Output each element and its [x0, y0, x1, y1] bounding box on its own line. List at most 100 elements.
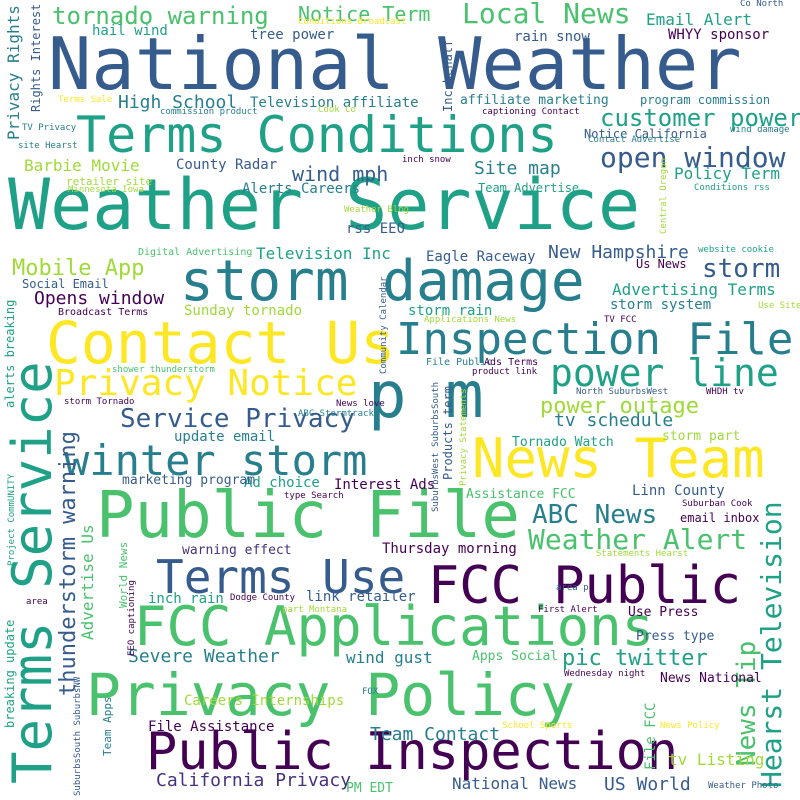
word: Advertise Us — [78, 524, 97, 640]
word: Alerts Careers — [242, 181, 361, 197]
word: pic twitter — [562, 646, 708, 671]
word: storm — [702, 254, 781, 284]
word: Weather Alert — [528, 523, 748, 556]
word: Applications News — [424, 315, 517, 325]
word: Eagle Raceway — [426, 249, 536, 265]
word: National News — [452, 774, 578, 793]
word: area p — [556, 583, 589, 593]
word: School Sports — [502, 721, 573, 731]
word: Co North — [740, 0, 784, 9]
word: Minnesota Iowa — [68, 185, 144, 195]
word: PM EDT — [346, 781, 393, 796]
word: alerts breaking — [3, 299, 17, 408]
word: Notice Term — [298, 2, 431, 26]
word: captioning Contact — [482, 107, 580, 117]
word: Suburban Cook — [682, 499, 753, 509]
word: Contact Us — [46, 309, 396, 377]
word: Products term — [441, 386, 455, 480]
word: website cookie — [698, 245, 774, 255]
word: New Hampshire — [548, 242, 689, 263]
word: wind mph — [292, 162, 389, 186]
word: Privacy Notice — [54, 363, 358, 404]
word: Use Press — [628, 605, 699, 620]
word: North SuburbsWest — [576, 387, 669, 397]
word: Severe Weather — [128, 646, 280, 667]
word: Use Site — [758, 301, 800, 311]
word: tv schedule — [554, 410, 674, 431]
word: Community Calendar — [379, 276, 389, 374]
word: TV FCC — [604, 315, 637, 325]
word: Public File — [96, 479, 520, 553]
word: site Hearst — [18, 141, 78, 151]
word: breaking update — [3, 619, 17, 728]
word: update email — [174, 429, 276, 445]
word: WHYY sponsor — [668, 27, 770, 43]
word: Policy Term — [674, 164, 780, 183]
word: Broadcast Terms — [58, 307, 149, 318]
word: marketing program — [122, 473, 256, 488]
word: storm damage — [180, 249, 585, 314]
word: Conditions rss — [694, 183, 770, 193]
word: Assistance FCC — [466, 487, 576, 502]
word: storm Tornado — [64, 397, 135, 407]
word: Digital Advertising — [138, 247, 253, 258]
word: County Radar — [176, 157, 278, 173]
word: Inspection File — [396, 314, 794, 365]
word: National Weather — [48, 22, 742, 106]
word: Central Oregon — [659, 158, 669, 234]
word: rain snow — [514, 29, 590, 45]
word: thunderstorm warning — [56, 431, 81, 696]
word: Team Apps — [101, 696, 114, 756]
word: area — [26, 597, 48, 607]
word: Wednesday night — [564, 669, 646, 679]
word: Ads Terms — [484, 357, 539, 368]
word: File Assistance — [148, 719, 275, 735]
word: TV Privacy — [22, 123, 77, 133]
word: inch rain — [148, 591, 224, 607]
word: affiliate marketing — [460, 93, 609, 108]
word: Opens window — [34, 288, 165, 309]
word: ABC News — [532, 500, 658, 530]
word: wind gust — [346, 648, 433, 667]
word: Local News — [462, 0, 631, 30]
word: Site map — [474, 158, 561, 179]
word: ABC Stormtrack — [298, 409, 374, 419]
word: type Search — [284, 491, 344, 501]
word: SuburbsWest SuburbsSouth — [431, 381, 441, 512]
word: part Montana — [282, 605, 348, 615]
word: Privacy Rights — [4, 5, 23, 140]
word: Terms Sale — [58, 95, 113, 105]
word: Linn County — [632, 483, 725, 499]
word: Mobile App — [12, 256, 145, 281]
word: link retailer — [306, 589, 416, 605]
word: Weather Service — [8, 164, 641, 246]
word: p m — [368, 359, 484, 433]
word: First Alert — [538, 605, 598, 615]
word: Thursday morning — [382, 541, 517, 557]
word: FOX — [362, 687, 379, 697]
word: News Policy — [660, 721, 720, 731]
word: tv Listing — [668, 750, 765, 769]
word: News Team — [472, 427, 765, 490]
word: customer power — [600, 104, 800, 132]
word: inch snow — [402, 155, 451, 165]
word: Barbie Movie — [24, 156, 140, 175]
word: warning effect — [182, 543, 292, 558]
word: Television Inc — [256, 244, 391, 263]
word: product link — [472, 367, 538, 377]
word: Apps Social — [472, 649, 559, 664]
word: Interest Ads — [334, 477, 436, 493]
word: tornado warning — [52, 2, 269, 30]
word: Cook Co — [318, 105, 356, 115]
word: Contact Advertise — [588, 135, 681, 145]
word: shower thunderstorm — [112, 365, 215, 375]
word: wind damage — [730, 125, 790, 135]
word: open window — [600, 141, 786, 174]
word: tree power — [250, 27, 335, 43]
word: News National — [660, 671, 762, 686]
word: Press type — [636, 629, 715, 644]
word: email inbox — [680, 511, 760, 525]
word: Us News — [636, 257, 687, 271]
word: winter storm — [64, 436, 368, 485]
